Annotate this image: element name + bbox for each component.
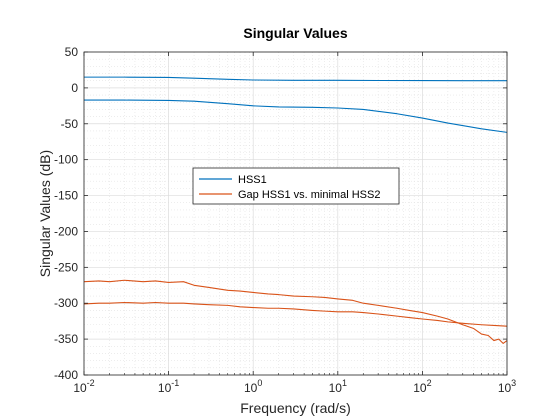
series-group <box>83 76 508 344</box>
x-tick-label: 102 <box>413 378 431 395</box>
legend-label-gap: Gap HSS1 vs. minimal HSS2 <box>238 189 380 201</box>
y-tick-label: -350 <box>54 332 78 346</box>
x-tick-label: 101 <box>329 378 347 395</box>
axis-ticks: 10-2 10-1 100 101 102 103 50 0 -50 -100 -150 -200 -2… <box>54 45 516 395</box>
y-tick-label: 0 <box>71 81 78 95</box>
series-line-3 <box>83 279 508 344</box>
series-line-1 <box>84 76 508 82</box>
series-line-2 <box>84 99 508 133</box>
y-tick-label: -400 <box>54 368 78 382</box>
y-tick-label: -300 <box>54 296 78 310</box>
y-axis-label: Singular Values (dB) <box>37 150 53 277</box>
axes-box <box>83 51 508 376</box>
x-axis-label: Frequency (rad/s) <box>240 400 350 416</box>
y-tick-label: 50 <box>65 45 79 59</box>
plot-area <box>84 52 507 375</box>
chart-title: Singular Values <box>243 25 347 41</box>
x-tick-label: 10-1 <box>158 378 179 395</box>
x-tick-label: 100 <box>244 378 262 395</box>
y-tick-label: -200 <box>54 224 78 238</box>
x-tick-label: 10-2 <box>73 378 94 395</box>
x-tick-label: 103 <box>498 378 516 395</box>
legend: HSS1 Gap HSS1 vs. minimal HSS2 <box>192 167 400 205</box>
legend-box <box>192 167 400 205</box>
legend-label-hss1: HSS1 <box>238 174 267 186</box>
y-tick-label: -250 <box>54 260 78 274</box>
y-tick-label: -100 <box>54 153 78 167</box>
y-tick-label: -150 <box>54 189 78 203</box>
series-line-4 <box>83 301 508 327</box>
y-tick-label: -50 <box>61 117 79 131</box>
